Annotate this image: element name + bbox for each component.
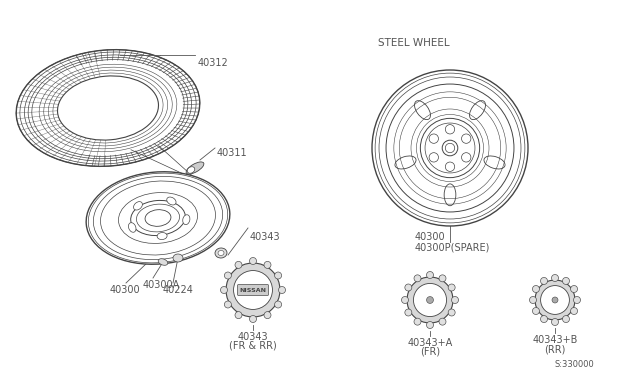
Text: (FR & RR): (FR & RR) — [229, 341, 277, 351]
Circle shape — [414, 318, 421, 325]
Text: 40343: 40343 — [250, 232, 280, 242]
Circle shape — [426, 296, 433, 304]
Circle shape — [250, 315, 257, 323]
Ellipse shape — [167, 197, 176, 205]
Circle shape — [442, 140, 458, 156]
Circle shape — [225, 301, 232, 308]
Text: 40300: 40300 — [415, 232, 445, 242]
Circle shape — [570, 308, 577, 314]
Circle shape — [221, 286, 227, 294]
Ellipse shape — [86, 172, 230, 264]
Circle shape — [552, 275, 559, 282]
Circle shape — [439, 318, 446, 325]
Circle shape — [532, 285, 540, 292]
Ellipse shape — [183, 215, 190, 225]
Text: (RR): (RR) — [544, 344, 566, 354]
Ellipse shape — [158, 259, 168, 265]
Circle shape — [563, 315, 570, 323]
Ellipse shape — [444, 184, 456, 206]
Circle shape — [249, 286, 257, 294]
Circle shape — [278, 286, 285, 294]
Circle shape — [552, 297, 558, 303]
Text: 40343+B: 40343+B — [532, 335, 578, 345]
Circle shape — [386, 84, 514, 212]
Ellipse shape — [215, 248, 227, 258]
Circle shape — [225, 272, 232, 279]
FancyBboxPatch shape — [237, 285, 268, 295]
Circle shape — [405, 284, 412, 291]
Circle shape — [445, 125, 454, 134]
Circle shape — [439, 275, 446, 282]
Circle shape — [573, 296, 580, 304]
Text: NISSAN: NISSAN — [239, 288, 266, 292]
Ellipse shape — [134, 202, 142, 210]
Ellipse shape — [145, 210, 171, 226]
Circle shape — [234, 270, 273, 310]
Text: 40300P(SPARE): 40300P(SPARE) — [415, 242, 490, 252]
Circle shape — [235, 262, 242, 268]
Circle shape — [445, 143, 454, 153]
Circle shape — [563, 278, 570, 285]
Circle shape — [275, 301, 282, 308]
Ellipse shape — [131, 201, 186, 235]
Ellipse shape — [16, 50, 200, 166]
Text: 40300: 40300 — [110, 285, 141, 295]
Circle shape — [529, 296, 536, 304]
Text: 40224: 40224 — [163, 285, 194, 295]
Ellipse shape — [218, 250, 224, 256]
Circle shape — [405, 309, 412, 316]
Ellipse shape — [395, 156, 416, 169]
Circle shape — [407, 277, 453, 323]
Ellipse shape — [470, 101, 486, 120]
Ellipse shape — [415, 101, 431, 120]
Ellipse shape — [173, 254, 183, 262]
Circle shape — [226, 263, 280, 317]
Circle shape — [535, 280, 575, 320]
Circle shape — [541, 286, 570, 314]
Text: 40300A: 40300A — [143, 280, 180, 290]
Circle shape — [250, 257, 257, 264]
Circle shape — [448, 284, 455, 291]
Circle shape — [448, 309, 455, 316]
Text: STEEL WHEEL: STEEL WHEEL — [378, 38, 450, 48]
Circle shape — [541, 315, 547, 323]
Circle shape — [372, 70, 528, 226]
Circle shape — [570, 285, 577, 292]
Circle shape — [235, 312, 242, 318]
Circle shape — [275, 272, 282, 279]
Text: 40312: 40312 — [198, 58, 228, 68]
Circle shape — [541, 278, 547, 285]
Circle shape — [532, 308, 540, 314]
Circle shape — [429, 134, 438, 143]
Circle shape — [425, 123, 475, 173]
Circle shape — [429, 153, 438, 162]
Text: 40343+A: 40343+A — [408, 338, 452, 348]
Circle shape — [413, 283, 447, 317]
Circle shape — [264, 312, 271, 318]
Circle shape — [401, 296, 408, 304]
Ellipse shape — [484, 156, 505, 169]
Circle shape — [426, 272, 433, 279]
Circle shape — [420, 118, 479, 178]
Circle shape — [451, 296, 458, 304]
Text: S:330000: S:330000 — [555, 360, 595, 369]
Circle shape — [414, 275, 421, 282]
Text: 40311: 40311 — [217, 148, 248, 158]
Ellipse shape — [58, 76, 159, 140]
Circle shape — [461, 153, 471, 162]
Circle shape — [426, 321, 433, 328]
Ellipse shape — [129, 223, 136, 232]
Circle shape — [264, 262, 271, 268]
Circle shape — [552, 318, 559, 326]
Text: 40343: 40343 — [237, 332, 268, 342]
Circle shape — [461, 134, 471, 143]
Ellipse shape — [186, 162, 204, 174]
Circle shape — [445, 162, 454, 171]
Text: (FR): (FR) — [420, 347, 440, 357]
Ellipse shape — [157, 232, 167, 240]
Ellipse shape — [188, 167, 195, 173]
